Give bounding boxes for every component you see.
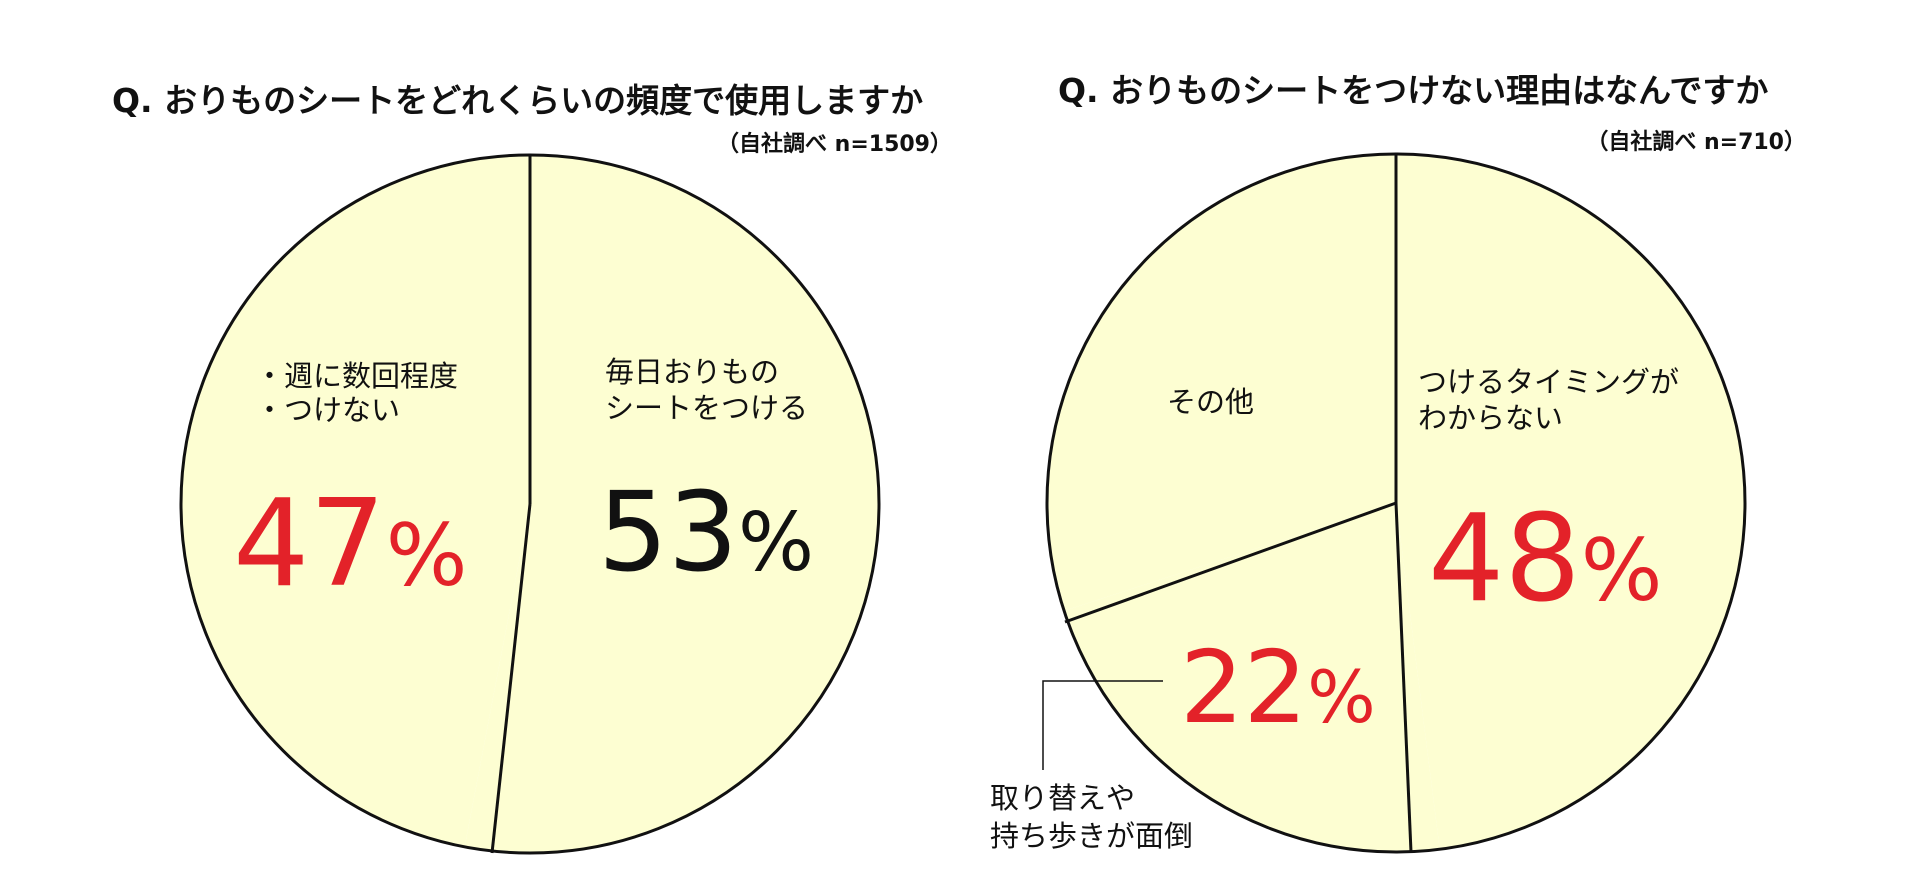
chart-2-slice-1-value-number: 48 [1428,490,1581,629]
chart-2-slice-1-wedge [1396,154,1746,850]
chart-1-title: Q. おりものシートをどれくらいの頻度で使用しますか [112,81,924,120]
chart-1-outline [179,153,881,855]
chart-2-divider-left [1064,501,1397,624]
pie-chart-frequency: 毎日おりもの シートをつける 53% ・週に数回程度 ・つけない 47% [179,153,881,855]
chart-1-slice-1-label: 毎日おりもの シートをつける [605,355,808,425]
chart-2-slice-3-wedge [1047,154,1396,611]
chart-1-slice-2-value: 47% [233,475,467,614]
chart-2-slices [1047,154,1746,852]
chart-2-slice-1-label: つけるタイミングが わからない [1418,365,1688,435]
chart-1-dividers [490,155,532,854]
chart-2-slice-2-label-line-1: 取り替えや [990,781,1135,815]
chart-2-source: （自社調べ n=710） [1586,130,1806,155]
chart-1-slice-1-label-line-2: シートをつける [605,391,808,425]
chart-1-slice-2-wedge [181,155,530,847]
chart-1-slice-2-label-line-1: ・週に数回程度 [255,359,458,393]
chart-1-slice-1-wedge [464,155,880,853]
chart-2-divider-bottom [1394,502,1413,853]
chart-2-slice-1-label-line-2: わからない [1418,401,1563,435]
chart-2-slice-2-value-unit: % [1307,655,1375,739]
chart-2-slice-1-label-line-1: つけるタイミングが [1418,365,1679,399]
chart-2-dividers [1064,155,1413,853]
chart-1-slice-1-value-unit: % [738,496,814,589]
chart-2-slice-2-label: 取り替えや 持ち歩きが面倒 [990,781,1193,853]
chart-2-slice-2-wedge [1064,503,1440,852]
chart-1-divider-bottom [490,503,532,854]
chart-2-slice-2-value-number: 22 [1180,629,1307,746]
pie-chart-reasons: つけるタイミングが わからない 48% その他 22% 取り替えや 持ち歩きが面… [990,152,1747,854]
chart-2-slice-3-label: その他 [1167,385,1254,419]
chart-1-slice-1-value-number: 53 [598,468,738,596]
chart-2-slice-3-label-line-1: その他 [1167,385,1254,419]
chart-2-slice-2-leader-line [1042,680,1163,770]
chart-1-slice-1-label-line-1: 毎日おりもの [605,355,779,389]
chart-1-slice-2-value-number: 47 [233,475,386,614]
chart-2-slice-2-value: 22% [1180,629,1376,746]
chart-1-slice-1-value: 53% [598,468,814,596]
chart-2-outline [1045,152,1747,854]
chart-2-title: Q. おりものシートをつけない理由はなんですか [1058,71,1769,110]
chart-1-source: （自社調べ n=1509） [717,132,952,157]
chart-1-slices [181,155,880,853]
chart-1-slice-2-value-unit: % [386,506,468,606]
chart-2-slice-1-value-unit: % [1581,521,1663,621]
chart-2-slice-1-value: 48% [1428,490,1662,629]
chart-1-slice-2-label: ・週に数回程度 ・つけない [255,359,467,427]
chart-2-slice-2-label-line-2: 持ち歩きが面倒 [990,819,1193,853]
chart-1-slice-2-label-line-2: ・つけない [255,393,400,427]
